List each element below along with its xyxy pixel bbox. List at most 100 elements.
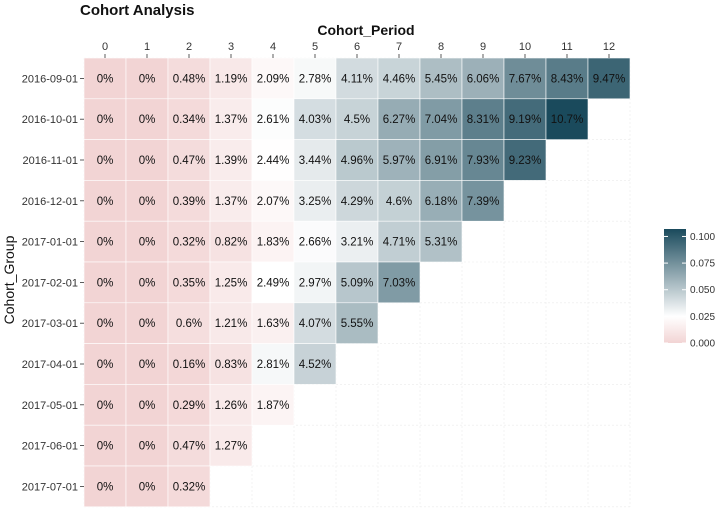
x-axis-title: Cohort_Period bbox=[317, 22, 414, 38]
heatmap-cell bbox=[251, 98, 295, 140]
cell-label: 0.35% bbox=[173, 277, 206, 289]
cell-label: 4.03% bbox=[299, 114, 332, 126]
cell-label: 5.09% bbox=[341, 277, 374, 289]
cell-label: 3.44% bbox=[299, 155, 332, 167]
cell-label: 2.66% bbox=[299, 237, 332, 249]
heatmap-cell bbox=[209, 98, 253, 140]
cell-label: 0% bbox=[139, 359, 156, 371]
heatmap-cell bbox=[335, 57, 379, 100]
cell-label: 1.83% bbox=[257, 237, 290, 249]
heatmap-cell bbox=[83, 343, 127, 385]
cell-label: 9.23% bbox=[509, 155, 542, 167]
heatmap-cell bbox=[335, 302, 379, 344]
cell-label: 1.21% bbox=[215, 318, 248, 330]
cell-label: 1.37% bbox=[215, 196, 248, 208]
heatmap-cell bbox=[419, 139, 463, 181]
heatmap-cell bbox=[209, 302, 253, 344]
heatmap-cell bbox=[377, 57, 421, 100]
heatmap-cell bbox=[251, 384, 295, 426]
cell-label: 4.6% bbox=[386, 196, 412, 208]
heatmap-cell bbox=[293, 220, 337, 263]
cell-labels-layer: 0% 0% 0.48% 1.19% 2.09% 2.78% 4.11% 4.46% 5.45% 6… bbox=[97, 73, 626, 493]
cell-label: 0.32% bbox=[173, 481, 206, 493]
heatmap-cell bbox=[209, 261, 253, 304]
chart-title: Cohort Analysis bbox=[80, 2, 194, 19]
cell-label: 5.55% bbox=[341, 318, 374, 330]
cell-label: 0.29% bbox=[173, 400, 206, 412]
heatmap-cell bbox=[461, 180, 505, 222]
heatmap-cell bbox=[125, 139, 169, 181]
y-tick-label: 2017-07-01 bbox=[22, 481, 78, 493]
x-tick-label: 12 bbox=[603, 41, 615, 53]
cell-label: 0% bbox=[97, 359, 114, 371]
cell-label: 9.19% bbox=[509, 114, 542, 126]
cell-label: 4.96% bbox=[341, 155, 374, 167]
cell-label: 0.47% bbox=[173, 155, 206, 167]
heatmap-cell bbox=[251, 261, 295, 304]
cell-label: 0.47% bbox=[173, 441, 206, 453]
cell-label: 2.61% bbox=[257, 114, 290, 126]
cell-label: 2.81% bbox=[257, 359, 290, 371]
cell-label: 0% bbox=[97, 277, 114, 289]
heatmap-cell bbox=[167, 98, 211, 140]
heatmap-cell bbox=[209, 139, 253, 181]
y-tick-label: 2016-09-01 bbox=[22, 73, 78, 85]
cell-label: 0% bbox=[139, 481, 156, 493]
heatmap-cell bbox=[461, 98, 505, 140]
x-tick-label: 9 bbox=[480, 41, 486, 53]
heatmap-cell bbox=[125, 261, 169, 304]
cell-label: 6.18% bbox=[425, 196, 458, 208]
heatmap-cell bbox=[377, 139, 421, 181]
x-tick-label: 5 bbox=[312, 41, 318, 53]
cell-label: 1.19% bbox=[215, 73, 248, 85]
cell-label: 1.27% bbox=[215, 441, 248, 453]
heatmap-cell bbox=[167, 465, 211, 508]
cell-label: 2.07% bbox=[257, 196, 290, 208]
heatmap-cell bbox=[419, 220, 463, 263]
cell-label: 7.67% bbox=[509, 73, 542, 85]
cell-label: 0.82% bbox=[215, 237, 248, 249]
heatmap-cell bbox=[125, 343, 169, 385]
cell-label: 1.37% bbox=[215, 114, 248, 126]
cell-label: 0.34% bbox=[173, 114, 206, 126]
cell-label: 0% bbox=[97, 196, 114, 208]
heatmap-cell bbox=[125, 384, 169, 426]
x-tick-label: 11 bbox=[561, 41, 572, 53]
x-tick-label: 3 bbox=[228, 41, 234, 53]
cell-label: 0% bbox=[139, 277, 156, 289]
cell-label: 0% bbox=[97, 441, 114, 453]
cell-label: 4.52% bbox=[299, 359, 332, 371]
heatmap-cell bbox=[377, 180, 421, 222]
x-tick-label: 1 bbox=[144, 41, 150, 53]
heatmap-cell bbox=[83, 424, 127, 467]
heatmap-cell bbox=[125, 302, 169, 344]
cell-label: 6.27% bbox=[383, 114, 416, 126]
cell-label: 10.7% bbox=[551, 114, 584, 126]
legend-tick-label: 0.100 bbox=[690, 232, 715, 243]
cell-label: 1.39% bbox=[215, 155, 248, 167]
heatmap-cell bbox=[125, 465, 169, 508]
cells-layer bbox=[83, 57, 631, 508]
cell-label: 0.83% bbox=[215, 359, 248, 371]
heatmap-cell bbox=[209, 343, 253, 385]
cell-label: 2.44% bbox=[257, 155, 290, 167]
cell-label: 5.97% bbox=[383, 155, 416, 167]
x-tick-label: 6 bbox=[354, 41, 360, 53]
x-tick-label: 8 bbox=[438, 41, 444, 53]
heatmap-cell bbox=[461, 139, 505, 181]
cell-label: 2.09% bbox=[257, 73, 290, 85]
cell-label: 3.21% bbox=[341, 237, 374, 249]
x-tick-label: 0 bbox=[102, 41, 108, 53]
x-tick-label: 4 bbox=[270, 41, 276, 53]
y-tick-label: 2017-06-01 bbox=[22, 441, 78, 453]
cell-label: 0.6% bbox=[176, 318, 202, 330]
heatmap-cell bbox=[419, 57, 463, 100]
legend-tick-label: 0.050 bbox=[690, 285, 715, 296]
heatmap-cell bbox=[83, 465, 127, 508]
heatmap-cell bbox=[293, 343, 337, 385]
heatmap-cell bbox=[251, 139, 295, 181]
cell-label: 4.29% bbox=[341, 196, 374, 208]
heatmap-cell bbox=[503, 98, 547, 140]
legend-tick-label: 0.025 bbox=[690, 312, 715, 323]
heatmap-cell bbox=[83, 261, 127, 304]
